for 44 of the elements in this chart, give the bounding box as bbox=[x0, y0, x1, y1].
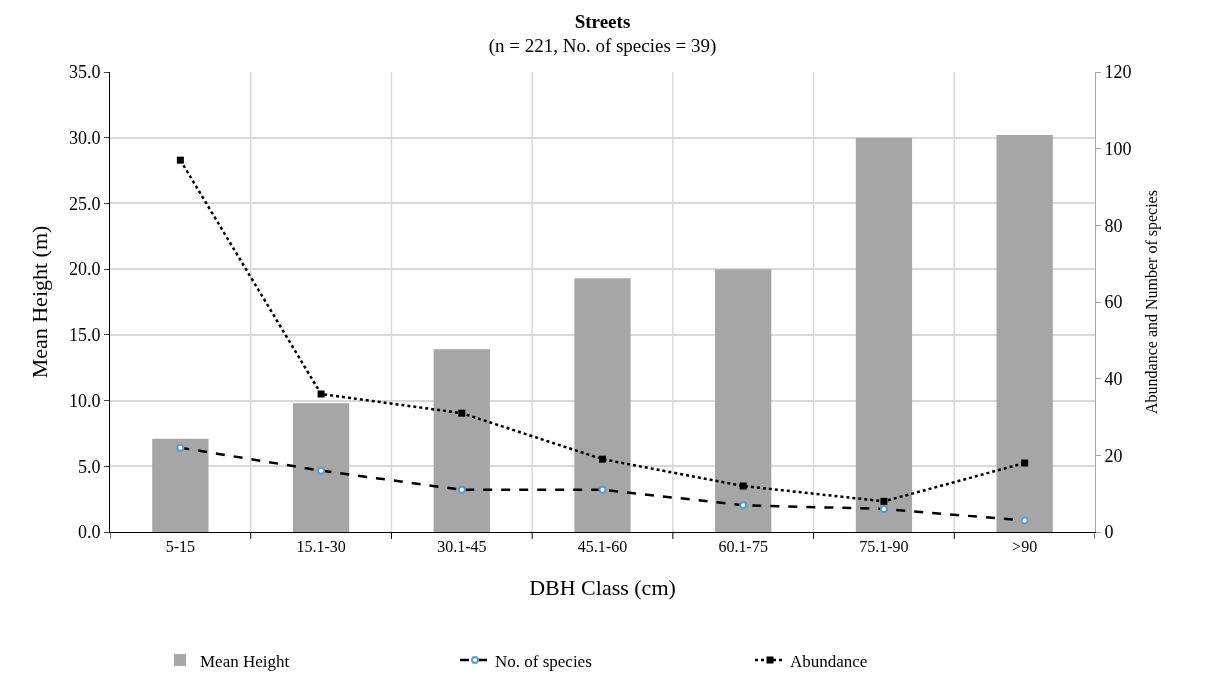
point bbox=[176, 156, 184, 164]
legend-label: Abundance bbox=[790, 651, 868, 671]
bar bbox=[574, 278, 631, 532]
bar bbox=[715, 269, 772, 532]
point bbox=[739, 482, 747, 490]
y-tick-label: 35.0 bbox=[68, 62, 101, 83]
x-axis-title: DBH Class (cm) bbox=[529, 575, 676, 601]
y2-tick-label: 120 bbox=[1104, 62, 1132, 83]
y-tick-label: 20.0 bbox=[68, 259, 101, 280]
legend-label: No. of species bbox=[495, 651, 592, 671]
point bbox=[317, 390, 325, 398]
x-tick-label: 45.1-60 bbox=[577, 538, 628, 556]
y2-axis-title: Abundance and Number of species bbox=[1143, 190, 1162, 414]
y-axis-title: Mean Height (m) bbox=[26, 225, 52, 379]
x-tick-label: 75.1-90 bbox=[859, 538, 909, 556]
y-tick-label: 5.0 bbox=[77, 456, 101, 477]
x-tick-label: 30.1-45 bbox=[437, 538, 487, 556]
point bbox=[880, 497, 888, 505]
legend-label: Mean Height bbox=[200, 651, 290, 671]
point bbox=[1021, 459, 1029, 467]
bar bbox=[996, 135, 1053, 532]
y2-tick-label: 0 bbox=[1104, 522, 1114, 543]
bar bbox=[292, 403, 350, 532]
bar bbox=[152, 438, 209, 532]
y-tick-label: 30.0 bbox=[68, 128, 101, 149]
x-tick-label: 60.1-75 bbox=[718, 538, 768, 556]
y2-tick-label: 100 bbox=[1104, 138, 1132, 159]
y-tick-label: 15.0 bbox=[68, 325, 101, 346]
bar bbox=[433, 349, 490, 532]
bar bbox=[855, 137, 913, 532]
x-tick-label: 15.1-30 bbox=[296, 538, 346, 556]
y2-tick-label: 40 bbox=[1104, 368, 1123, 389]
y-tick-label: 0.0 bbox=[77, 522, 101, 543]
point bbox=[599, 455, 606, 463]
x-tick-label: >90 bbox=[1012, 538, 1038, 556]
x-tick-label: 5-15 bbox=[165, 538, 196, 556]
y-tick-label: 10.0 bbox=[68, 390, 101, 411]
y2-tick-label: 20 bbox=[1104, 445, 1123, 466]
chart-subtitle: (n = 221, No. of species = 39) bbox=[488, 35, 717, 58]
point bbox=[458, 409, 466, 417]
y-tick-label: 25.0 bbox=[68, 193, 101, 214]
chart-title: Streets bbox=[574, 10, 631, 32]
y2-tick-label: 80 bbox=[1104, 215, 1123, 236]
y2-tick-label: 60 bbox=[1104, 292, 1123, 313]
